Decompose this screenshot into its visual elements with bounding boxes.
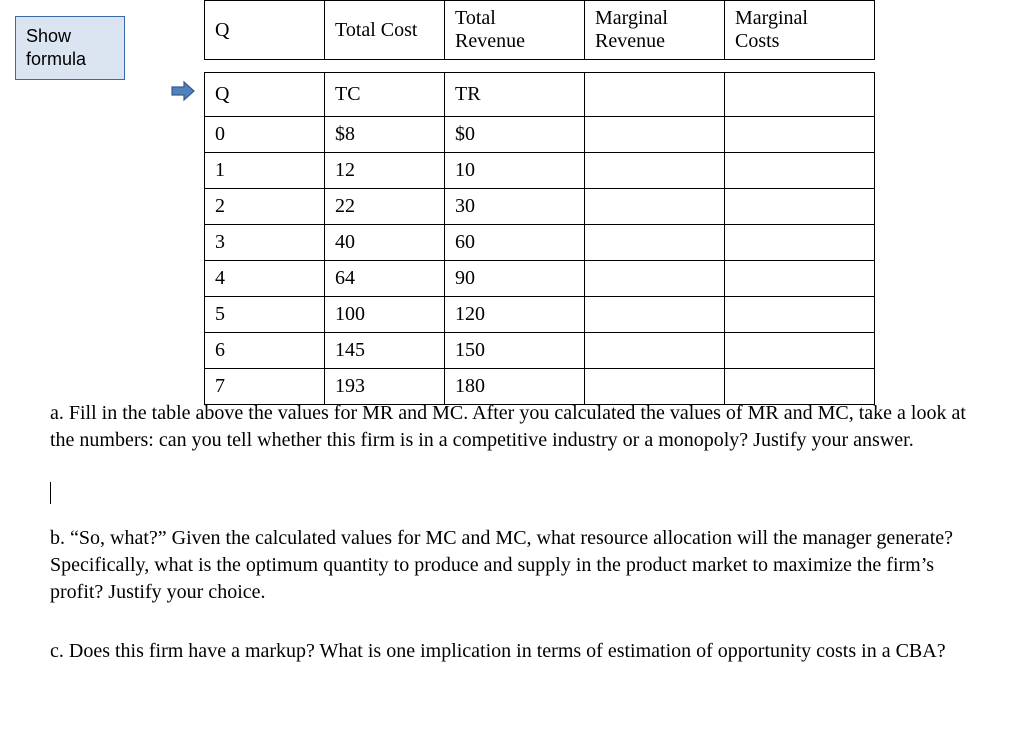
symbol-tr: TR [445,73,585,117]
cell: 64 [325,261,445,297]
cell: 40 [325,225,445,261]
table-header-row: Q Total Cost TotalRevenue MarginalRevenu… [205,1,875,60]
table-row: 4 64 90 [205,261,875,297]
symbol-mr [585,73,725,117]
cell [725,153,875,189]
cell: 100 [325,297,445,333]
header-tr: TotalRevenue [445,1,585,60]
cell: 6 [205,333,325,369]
cell [585,153,725,189]
question-b: b. “So, what?” Given the calculated valu… [50,525,980,606]
text-cursor-line [50,480,980,507]
table-row: 0 $8 $0 [205,117,875,153]
show-formula-line1: Show [26,25,71,48]
cell [585,225,725,261]
cell: 90 [445,261,585,297]
cell [725,189,875,225]
header-q: Q [205,1,325,60]
question-c: c. Does this firm have a markup? What is… [50,638,980,665]
cell: 5 [205,297,325,333]
header-mc: MarginalCosts [725,1,875,60]
table-row: 2 22 30 [205,189,875,225]
cell [585,117,725,153]
cell: 120 [445,297,585,333]
symbol-q: Q [205,73,325,117]
cell: 22 [325,189,445,225]
questions-section: a. Fill in the table above the values fo… [50,400,980,665]
cell [725,333,875,369]
table-symbol-row: Q TC TR [205,73,875,117]
cell: 145 [325,333,445,369]
table-row: 1 12 10 [205,153,875,189]
symbol-mc [725,73,875,117]
table-row: 5 100 120 [205,297,875,333]
cell: 2 [205,189,325,225]
cell [585,297,725,333]
cell: 12 [325,153,445,189]
cell: 150 [445,333,585,369]
cell: 10 [445,153,585,189]
show-formula-box[interactable]: Show formula [15,16,125,80]
cell: 0 [205,117,325,153]
cell: $0 [445,117,585,153]
cell [725,117,875,153]
cell: 4 [205,261,325,297]
cell [585,189,725,225]
table-row: 3 40 60 [205,225,875,261]
cell: $8 [325,117,445,153]
cell: 60 [445,225,585,261]
cell [585,261,725,297]
cell [725,261,875,297]
arrow-right-icon [170,80,196,102]
header-tc: Total Cost [325,1,445,60]
table-row: 6 145 150 [205,333,875,369]
symbol-tc: TC [325,73,445,117]
cell [725,297,875,333]
economics-table: Q Total Cost TotalRevenue MarginalRevenu… [204,0,874,405]
cell [585,333,725,369]
question-a: a. Fill in the table above the values fo… [50,400,980,454]
cell: 1 [205,153,325,189]
cell: 3 [205,225,325,261]
show-formula-line2: formula [26,48,86,71]
cell: 30 [445,189,585,225]
text-cursor-icon [50,482,51,504]
cell [725,225,875,261]
header-mr: MarginalRevenue [585,1,725,60]
